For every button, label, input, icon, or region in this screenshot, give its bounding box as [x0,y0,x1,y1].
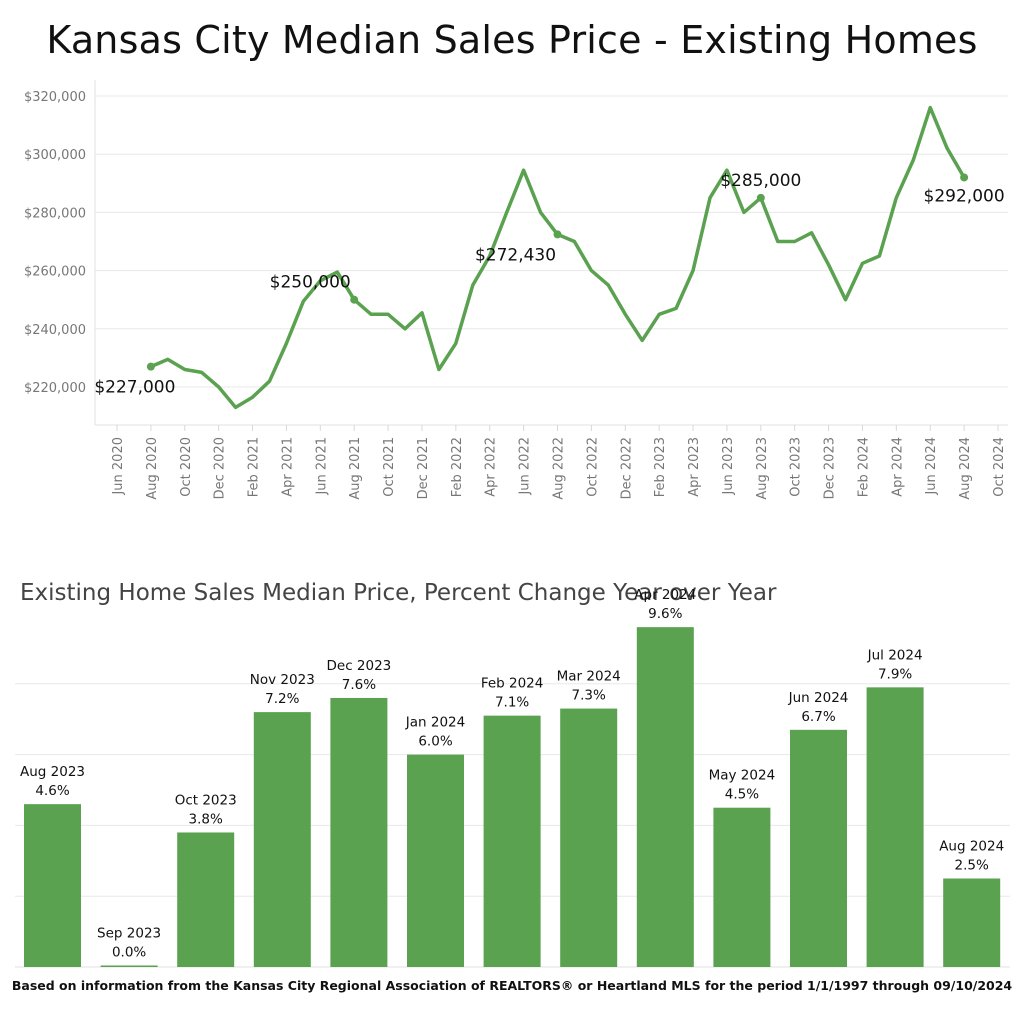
point-value-label: $285,000 [720,171,801,191]
x-tick-label: Aug 2021 [348,437,363,500]
bar-category-label: Feb 2024 [481,676,544,692]
chart-title: Kansas City Median Sales Price - Existin… [46,18,978,62]
annotated-point [350,295,359,304]
bar-value-label: 3.8% [189,811,223,827]
x-tick-label: Apr 2021 [280,437,295,497]
bar [177,832,235,967]
bar-value-label: 6.7% [801,709,835,725]
bar [560,708,618,967]
bar-value-label: 7.3% [572,688,606,704]
x-tick-label: Feb 2021 [247,437,262,497]
bar-value-label: 7.6% [342,677,376,693]
x-tick-label: Oct 2023 [789,437,804,497]
bar-category-label: Sep 2023 [97,926,161,942]
x-tick-label: Jun 2020 [111,437,126,496]
x-tick-label: Jun 2021 [314,437,329,496]
bar-category-label: Aug 2023 [20,764,85,780]
bar-value-label: 7.1% [495,695,529,711]
bar-category-label: Dec 2023 [327,658,392,674]
x-tick-label: Jun 2022 [518,437,533,496]
source-footnote: Based on information from the Kansas Cit… [11,978,1013,993]
bar [407,754,464,967]
y-tick-label: $220,000 [24,381,86,396]
y-tick-label: $320,000 [24,90,86,105]
x-tick-label: Jun 2023 [721,437,736,496]
line-chart: $220,000 $240,000 $260,000 $280,000 $300,000… [24,80,1008,500]
x-tick-label: Dec 2023 [823,437,838,499]
x-tick-label: Apr 2024 [890,437,905,497]
bar-value-label: 0.0% [112,945,146,961]
x-tick-label: Oct 2022 [585,437,600,497]
bar [943,878,1001,967]
x-tick-label: Feb 2022 [450,437,465,497]
bar-value-label: 2.5% [955,858,989,874]
bar [24,804,81,967]
point-value-label: $227,000 [94,378,175,398]
bar-value-label: 4.5% [725,787,759,803]
bar [253,712,311,967]
bar [713,807,771,967]
bar-category-label: Jul 2024 [867,647,923,663]
annotated-point [756,193,765,202]
y-tick-label: $260,000 [24,265,86,280]
bar [483,715,541,967]
annotated-point [146,362,155,371]
annotated-point [960,173,969,182]
x-tick-label: Oct 2021 [382,437,397,497]
bar-value-label: 4.6% [35,783,69,799]
bar [866,687,924,967]
y-tick-label: $300,000 [24,148,86,163]
point-value-label: $250,000 [270,273,351,293]
x-tick-label: Apr 2023 [687,437,702,497]
bar-category-label: Nov 2023 [250,672,315,688]
bar-value-label: 9.6% [648,606,682,622]
bar-category-label: May 2024 [709,768,776,784]
x-tick-label: Aug 2022 [552,437,567,500]
point-value-label: $292,000 [924,186,1005,206]
x-tick-label: Feb 2024 [856,437,871,497]
x-tick-label: Jun 2024 [924,437,939,496]
bar [790,729,847,967]
x-tick-label: Oct 2020 [179,437,194,497]
x-tick-label: Dec 2020 [213,437,228,499]
x-tick-label: Dec 2022 [619,437,634,499]
x-tick-label: Dec 2021 [416,437,431,499]
x-tick-label: Feb 2023 [653,437,668,497]
x-tick-label: Aug 2024 [958,437,973,500]
bar-category-label: Jan 2024 [405,715,465,731]
x-tick-label: Oct 2024 [992,437,1007,497]
bar-category-label: Apr 2024 [634,587,696,603]
y-tick-label: $240,000 [24,323,86,338]
bar-category-label: Mar 2024 [557,669,621,685]
bar-category-label: Jun 2024 [788,690,849,706]
bar [100,965,158,967]
bar-category-label: Aug 2024 [939,839,1004,855]
bar-category-label: Oct 2023 [175,792,237,808]
bar-chart-title: Existing Home Sales Median Price, Percen… [20,580,777,606]
x-tick-label: Aug 2020 [145,437,160,500]
x-tick-label: Apr 2022 [484,437,499,497]
annotated-point [553,230,562,239]
point-value-label: $272,430 [475,245,556,265]
bar-value-label: 7.9% [878,666,912,682]
bar-value-label: 7.2% [265,691,299,707]
y-tick-label: $280,000 [24,206,86,221]
bar-value-label: 6.0% [418,734,452,750]
x-tick-label: Aug 2023 [755,437,770,500]
bar [636,627,694,967]
bar [330,697,388,967]
